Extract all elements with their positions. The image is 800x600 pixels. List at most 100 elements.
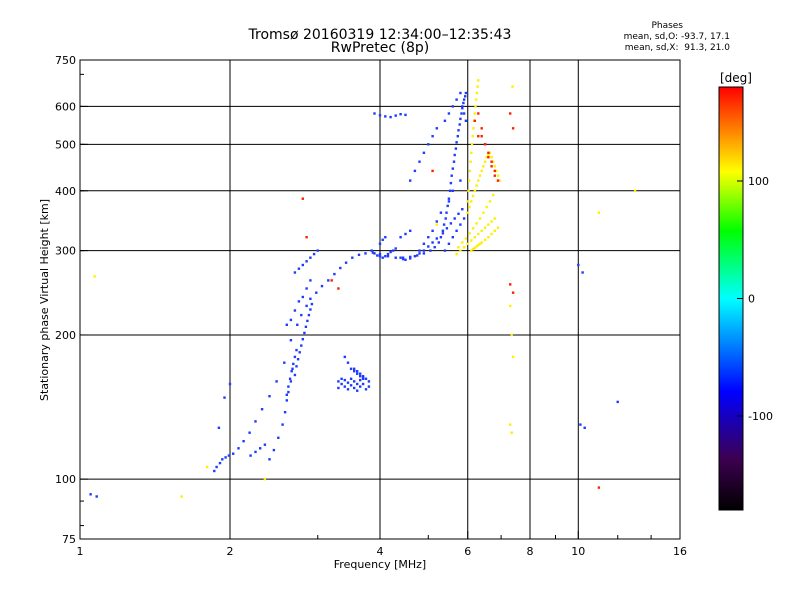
data-point [496,179,500,182]
data-point [404,232,407,236]
data-point [320,284,324,288]
data-point [312,252,316,256]
data-point [337,380,340,383]
data-point [298,351,301,354]
data-point [384,236,387,239]
data-point [337,386,340,390]
data-point [297,267,301,270]
data-point [206,465,209,469]
data-point [293,355,297,359]
data-point [493,229,496,232]
data-point [215,465,218,469]
data-point [223,396,226,399]
stats-heading: Phases [651,21,683,31]
data-point [475,91,479,95]
data-point [446,204,449,208]
data-point [441,232,445,235]
y-tick-label: 600 [55,100,76,113]
data-point [227,454,231,457]
data-point [493,169,496,173]
data-point [597,211,601,214]
data-point [381,238,384,241]
data-point [510,333,513,337]
data-point [217,426,221,429]
data-point [359,385,362,388]
data-point [462,112,466,115]
data-point [343,355,346,359]
data-point [386,252,390,256]
data-point [281,423,284,426]
data-point [263,478,267,481]
data-point [300,313,303,317]
data-point [462,101,465,105]
data-point [473,112,476,115]
data-point [487,156,490,159]
data-point [232,452,235,455]
data-point [443,249,447,252]
x-axis-label: Frequency [MHz] [334,558,426,571]
data-point [511,355,515,359]
data-point [461,208,464,211]
data-point [480,169,483,173]
data-point [490,232,493,236]
data-point [496,226,500,229]
data-point [180,495,183,498]
data-point [413,255,417,258]
data-point [394,256,397,259]
data-point [371,251,375,254]
data-point [490,160,493,163]
data-point [254,450,257,454]
data-point [272,448,276,452]
y-tick-label: 200 [55,329,76,342]
data-point [456,135,459,138]
data-point [364,388,368,391]
data-point [459,223,462,226]
data-point [399,113,402,116]
data-point [477,179,480,182]
data-point [493,165,496,168]
data-point [437,241,440,244]
data-point [293,373,297,377]
data-point [384,255,387,258]
data-point [509,304,512,308]
data-point [316,249,319,252]
data-point [597,486,601,489]
data-point [460,112,463,115]
data-point [364,377,368,380]
data-point [422,242,426,245]
data-point [268,395,271,398]
data-point [439,211,443,214]
data-point [349,384,353,387]
data-point [492,193,495,197]
data-point [296,323,299,326]
data-point [468,169,472,173]
data-point [404,258,407,261]
data-point [459,117,462,121]
data-point [359,372,362,375]
data-point [309,308,312,311]
data-point [301,263,304,267]
data-point [346,381,350,384]
data-point [457,212,460,215]
y-tick-label: 400 [55,185,76,198]
data-point [394,114,397,117]
data-point [431,229,434,232]
data-point [301,338,304,341]
data-point [289,380,293,383]
data-point [351,256,354,259]
data-point [583,426,586,429]
data-point [462,217,466,220]
colorbar-unit: [deg] [720,71,752,85]
data-point [293,271,297,274]
data-point [353,380,356,383]
data-point [248,431,251,434]
data-point [473,246,476,250]
data-point [427,236,430,239]
data-point [441,229,445,232]
data-point [458,123,461,126]
data-point [361,377,365,380]
y-tick-label: 75 [62,533,76,546]
data-point [340,382,343,386]
data-point [477,243,480,247]
data-point [373,252,376,255]
